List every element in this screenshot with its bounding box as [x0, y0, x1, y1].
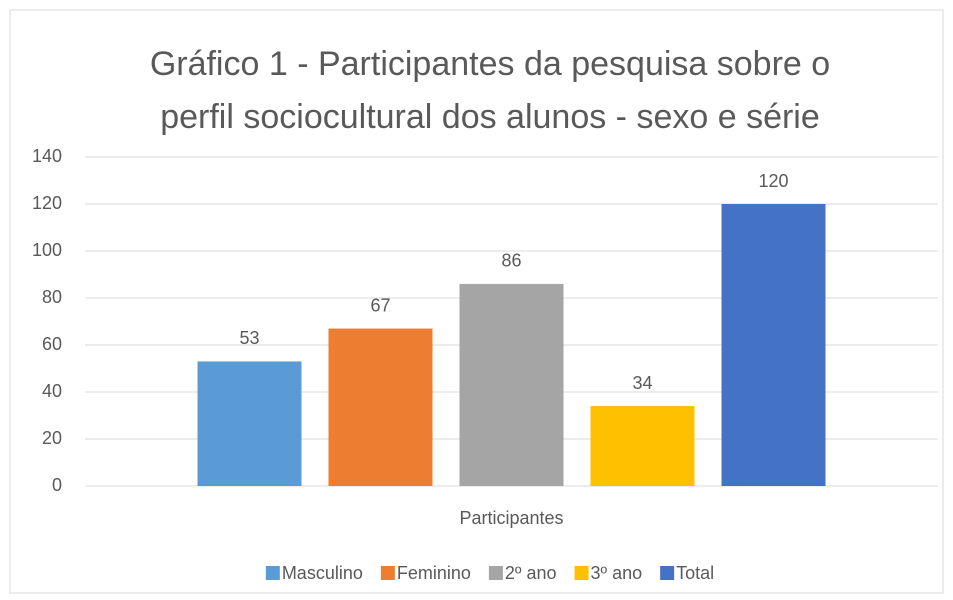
y-tick-label: 0: [52, 475, 62, 495]
y-tick-label: 60: [42, 334, 62, 354]
data-label: 67: [370, 295, 390, 315]
y-tick-label: 140: [32, 146, 62, 166]
legend-label: Total: [676, 563, 714, 583]
y-tick-label: 100: [32, 240, 62, 260]
legend-swatch: [574, 566, 589, 580]
bar: [459, 283, 564, 486]
chart-title: Gráfico 1 - Participantes da pesquisa so…: [149, 45, 831, 136]
bar: [328, 328, 433, 486]
x-tick-label: Participantes: [459, 508, 563, 528]
legend-label: Feminino: [397, 563, 471, 583]
legend-swatch: [265, 566, 280, 580]
legend-label: 3º ano: [591, 563, 643, 583]
legend-swatch: [380, 566, 395, 580]
legend-label: 2º ano: [505, 563, 557, 583]
bar: [590, 406, 695, 486]
data-label: 120: [758, 171, 788, 191]
y-tick-label: 20: [42, 428, 62, 448]
bar: [197, 361, 302, 486]
legend-swatch: [488, 566, 503, 580]
y-tick-label: 120: [32, 193, 62, 213]
legend-swatch: [660, 566, 675, 580]
data-label: 53: [239, 328, 259, 348]
y-tick-label: 40: [42, 381, 62, 401]
data-label: 86: [501, 251, 521, 271]
legend-label: Masculino: [282, 563, 363, 583]
y-tick-label: 80: [42, 287, 62, 307]
bar: [721, 204, 826, 486]
data-label: 34: [632, 373, 652, 393]
